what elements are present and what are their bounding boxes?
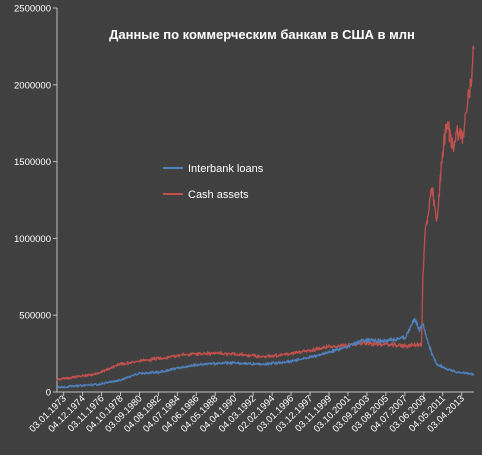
series-interbank-loans-line [56, 317, 475, 389]
y-tick-label: 2000000 [14, 80, 51, 91]
y-tick-label: 2500000 [14, 4, 51, 15]
legend-label-cash-assets: Cash assets [188, 189, 249, 201]
legend-label-interbank-loans: Interbank loans [188, 163, 264, 175]
y-tick-label: 1000000 [14, 234, 51, 245]
series-cash-assets-line [56, 45, 475, 382]
y-tick-label: 500000 [19, 311, 51, 322]
legend: Interbank loans Cash assets [163, 163, 264, 201]
y-tick-label: 0 [46, 388, 51, 399]
series-layer [56, 45, 475, 389]
y-tick-label: 1500000 [14, 157, 51, 168]
chart-title: Данные по коммерческим банкам в США в мл… [109, 27, 415, 42]
y-axis: 0 500000 1000000 1500000 2000000 2500000 [14, 4, 58, 399]
